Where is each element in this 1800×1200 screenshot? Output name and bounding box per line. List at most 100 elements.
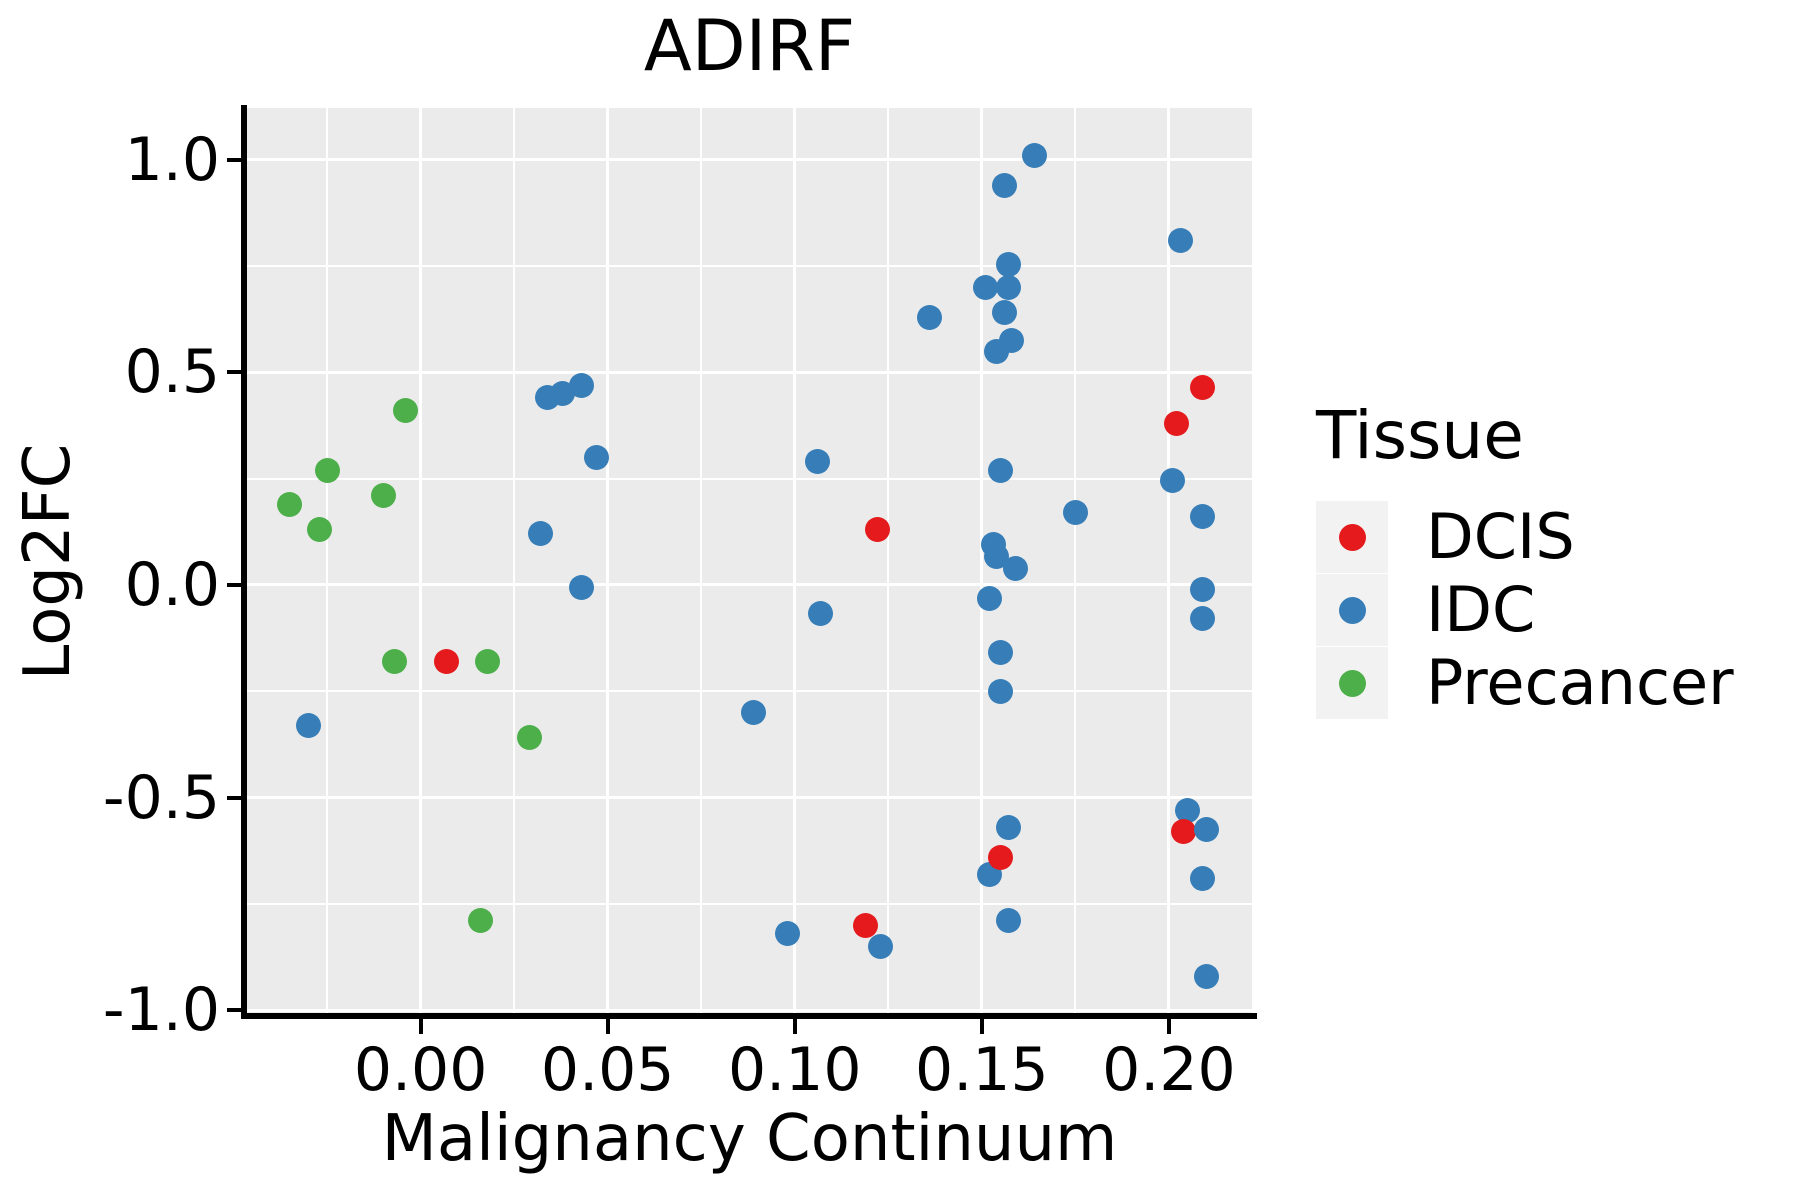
data-point-idc	[916, 304, 942, 330]
legend-item-label: Precancer	[1426, 646, 1734, 720]
x-major-gridline	[1167, 108, 1171, 1016]
legend-items: DCIS IDC Precancer	[1316, 501, 1734, 720]
data-point-idc	[995, 274, 1021, 300]
data-point-idc	[1021, 143, 1047, 169]
data-point-idc	[995, 908, 1021, 934]
y-minor-gridline	[247, 902, 1252, 905]
legend-dot-icon	[1338, 669, 1366, 697]
y-tick-label: -0.5	[102, 762, 220, 833]
data-point-dcis	[1190, 374, 1216, 400]
y-tick-mark	[227, 1008, 242, 1013]
data-point-idc	[1062, 500, 1088, 526]
data-point-idc	[976, 585, 1002, 611]
data-point-idc	[808, 600, 834, 626]
data-point-idc	[804, 449, 830, 475]
x-tick-mark	[979, 1019, 984, 1034]
legend-title: Tissue	[1316, 397, 1524, 474]
data-point-idc	[1190, 606, 1216, 632]
data-point-dcis	[988, 844, 1014, 870]
x-axis-line	[241, 1013, 1257, 1019]
x-major-gridline	[793, 108, 797, 1016]
data-point-idc	[1190, 576, 1216, 602]
x-tick-mark	[1166, 1019, 1171, 1034]
data-point-idc	[1193, 816, 1219, 842]
y-tick-label: 1.0	[124, 124, 220, 195]
data-point-idc	[1193, 963, 1219, 989]
data-point-precancer	[277, 491, 303, 517]
data-point-idc	[1167, 228, 1193, 254]
data-point-precancer	[516, 725, 542, 751]
x-minor-gridline	[700, 108, 703, 1016]
data-point-idc	[991, 172, 1017, 198]
x-minor-gridline	[513, 108, 516, 1016]
y-major-gridline	[247, 583, 1252, 587]
x-tick-mark	[792, 1019, 797, 1034]
data-point-precancer	[307, 517, 333, 543]
data-point-idc	[569, 372, 594, 398]
data-point-dcis	[864, 517, 890, 543]
legend-key	[1316, 574, 1388, 647]
data-point-idc	[973, 274, 999, 300]
y-major-gridline	[247, 158, 1252, 162]
x-tick-label: 0.00	[353, 1035, 488, 1105]
plot-panel	[247, 108, 1252, 1016]
x-tick-mark	[418, 1019, 423, 1034]
legend-key	[1316, 501, 1388, 574]
x-minor-gridline	[326, 108, 329, 1016]
data-point-precancer	[314, 457, 340, 483]
data-point-idc	[741, 699, 767, 725]
y-minor-gridline	[247, 265, 1252, 268]
data-point-idc	[991, 300, 1017, 326]
data-point-idc	[1175, 797, 1201, 823]
x-tick-label: 0.05	[540, 1035, 675, 1105]
y-minor-gridline	[247, 690, 1252, 693]
plot-title: ADIRF	[643, 5, 856, 87]
data-point-dcis	[1171, 819, 1197, 844]
data-point-idc	[988, 678, 1014, 704]
y-tick-label: 0.0	[124, 549, 220, 620]
y-tick-label: 0.5	[124, 337, 220, 408]
x-major-gridline	[606, 108, 610, 1016]
data-point-idc	[569, 574, 594, 600]
x-major-gridline	[419, 108, 423, 1016]
data-point-idc	[1190, 504, 1216, 530]
legend-item-dcis: DCIS	[1316, 501, 1734, 574]
data-point-idc	[1190, 865, 1216, 891]
data-point-dcis	[1163, 410, 1189, 436]
data-point-precancer	[475, 648, 501, 674]
y-tick-mark	[227, 582, 242, 587]
legend-item-label: IDC	[1426, 573, 1536, 647]
data-point-idc	[868, 933, 894, 959]
data-point-idc	[527, 521, 553, 547]
x-tick-mark	[605, 1019, 610, 1034]
data-point-idc	[1160, 468, 1186, 494]
x-minor-gridline	[887, 108, 890, 1016]
y-major-gridline	[247, 796, 1252, 799]
data-point-idc	[988, 640, 1014, 666]
x-axis-label: Malignancy Continuum	[381, 1102, 1118, 1176]
y-tick-mark	[227, 370, 242, 375]
y-minor-gridline	[247, 477, 1252, 480]
legend-dot-icon	[1338, 596, 1366, 624]
data-point-precancer	[467, 908, 493, 934]
data-point-idc	[995, 814, 1021, 840]
data-point-idc	[999, 328, 1025, 354]
data-point-precancer	[381, 648, 407, 674]
x-tick-label: 0.15	[915, 1035, 1049, 1105]
data-point-precancer	[370, 483, 396, 509]
legend: Tissue DCIS IDC Precancer	[1316, 397, 1734, 720]
y-tick-mark	[227, 795, 242, 800]
x-major-gridline	[980, 108, 984, 1016]
data-point-idc	[583, 444, 609, 470]
y-axis-line	[241, 105, 247, 1019]
x-tick-label: 0.10	[727, 1035, 862, 1105]
legend-item-label: DCIS	[1426, 500, 1575, 574]
y-major-gridline	[247, 370, 1252, 374]
legend-item-precancer: Precancer	[1316, 647, 1734, 720]
legend-key	[1316, 647, 1388, 720]
data-point-idc	[774, 921, 800, 947]
y-axis-label: Log2FC	[10, 443, 85, 681]
data-point-idc	[1003, 556, 1029, 582]
data-point-dcis	[434, 648, 460, 674]
